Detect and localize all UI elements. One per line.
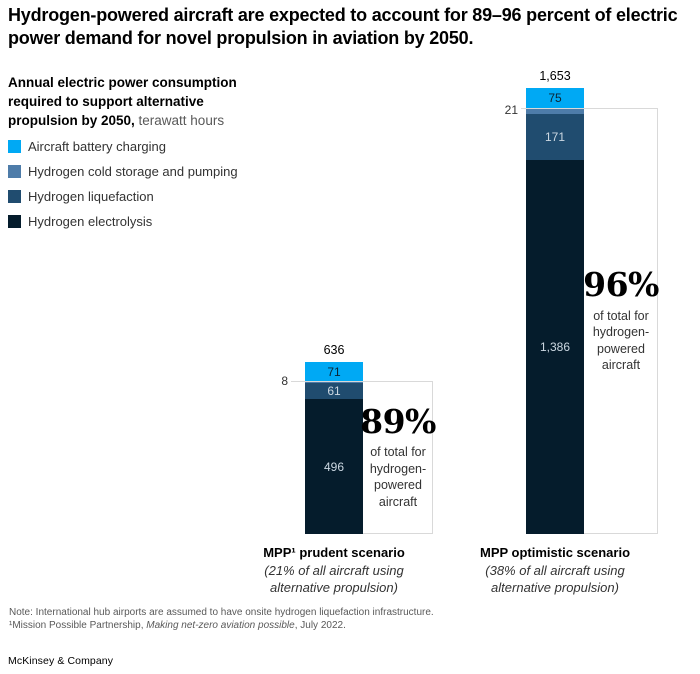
bar-total: 636: [323, 343, 345, 357]
annotation-caption: of total for hydrogen-powered aircraft: [592, 308, 650, 373]
segment-value: 61: [327, 384, 341, 398]
footnotes: Note: International hub airports are ass…: [9, 607, 434, 632]
stacked-bar: 75 171 1,386: [526, 88, 584, 534]
category-title: MPP¹ prudent scenario: [263, 545, 405, 560]
stacked-bar: 71 61 496: [305, 362, 363, 534]
bar-total: 1,653: [539, 69, 571, 83]
category-note: (21% of all aircraft using alternative p…: [264, 563, 404, 595]
annotation-percent: 96%: [583, 265, 659, 305]
legend-label: Aircraft battery charging: [28, 139, 167, 154]
chart-subtitle: Annual electric power consumption requir…: [8, 73, 272, 130]
segment-value-outside: 8: [281, 374, 288, 388]
annotation-prudent: 89% of total for hydrogen-powered aircra…: [360, 381, 436, 534]
category-label-prudent: MPP¹ prudent scenario (21% of all aircra…: [239, 545, 429, 597]
segment-value: 75: [548, 91, 562, 105]
bar-segment: 71: [305, 362, 363, 381]
battery-charging-swatch: [8, 140, 21, 153]
legend-label: Hydrogen liquefaction: [28, 189, 154, 204]
legend-item-cold-storage: Hydrogen cold storage and pumping: [8, 164, 238, 179]
bar-segment: 75: [526, 88, 584, 108]
segment-value: 496: [323, 459, 345, 474]
electrolysis-swatch: [8, 215, 21, 228]
cold-storage-swatch: [8, 165, 21, 178]
legend-label: Hydrogen cold storage and pumping: [28, 164, 238, 179]
chart-subtitle-unit: terawatt hours: [134, 113, 225, 129]
segment-value-outside: 21: [504, 103, 518, 117]
bar-segment: 1,386: [526, 160, 584, 534]
bar-segment: 496: [305, 399, 363, 534]
category-note: (38% of all aircraft using alternative p…: [485, 563, 625, 595]
callout-reference-line: [521, 108, 658, 109]
annotation-optimistic: 96% of total for hydrogen-powered aircra…: [583, 108, 659, 534]
bar-segment: 171: [526, 114, 584, 160]
liquefaction-swatch: [8, 190, 21, 203]
page-title: Hydrogen-powered aircraft are expected t…: [8, 5, 678, 48]
legend-item-electrolysis: Hydrogen electrolysis: [8, 214, 238, 229]
bar-segment: 61: [305, 383, 363, 399]
footnote-source: ¹Mission Possible Partnership, Making ne…: [9, 619, 346, 631]
legend-item-battery-charging: Aircraft battery charging: [8, 139, 238, 154]
legend-item-liquefaction: Hydrogen liquefaction: [8, 189, 238, 204]
segment-value: 71: [327, 364, 341, 379]
segment-value: 171: [544, 130, 566, 144]
footnote-note: Note: International hub airports are ass…: [9, 607, 434, 618]
legend: Aircraft battery charging Hydrogen cold …: [8, 139, 238, 239]
bar-segment: [305, 381, 363, 383]
chart-subtitle-bold: Annual electric power consumption requir…: [8, 75, 237, 129]
category-label-optimistic: MPP optimistic scenario (38% of all airc…: [460, 545, 650, 597]
annotation-caption: of total for hydrogen-powered aircraft: [369, 445, 427, 509]
legend-label: Hydrogen electrolysis: [28, 214, 153, 229]
annotation-percent: 89%: [360, 401, 436, 441]
callout-reference-line: [291, 381, 433, 382]
brand-logo-text: McKinsey & Company: [8, 655, 114, 667]
category-title: MPP optimistic scenario: [479, 545, 631, 560]
bar-segment: [526, 108, 584, 114]
segment-value: 1,386: [539, 340, 571, 354]
